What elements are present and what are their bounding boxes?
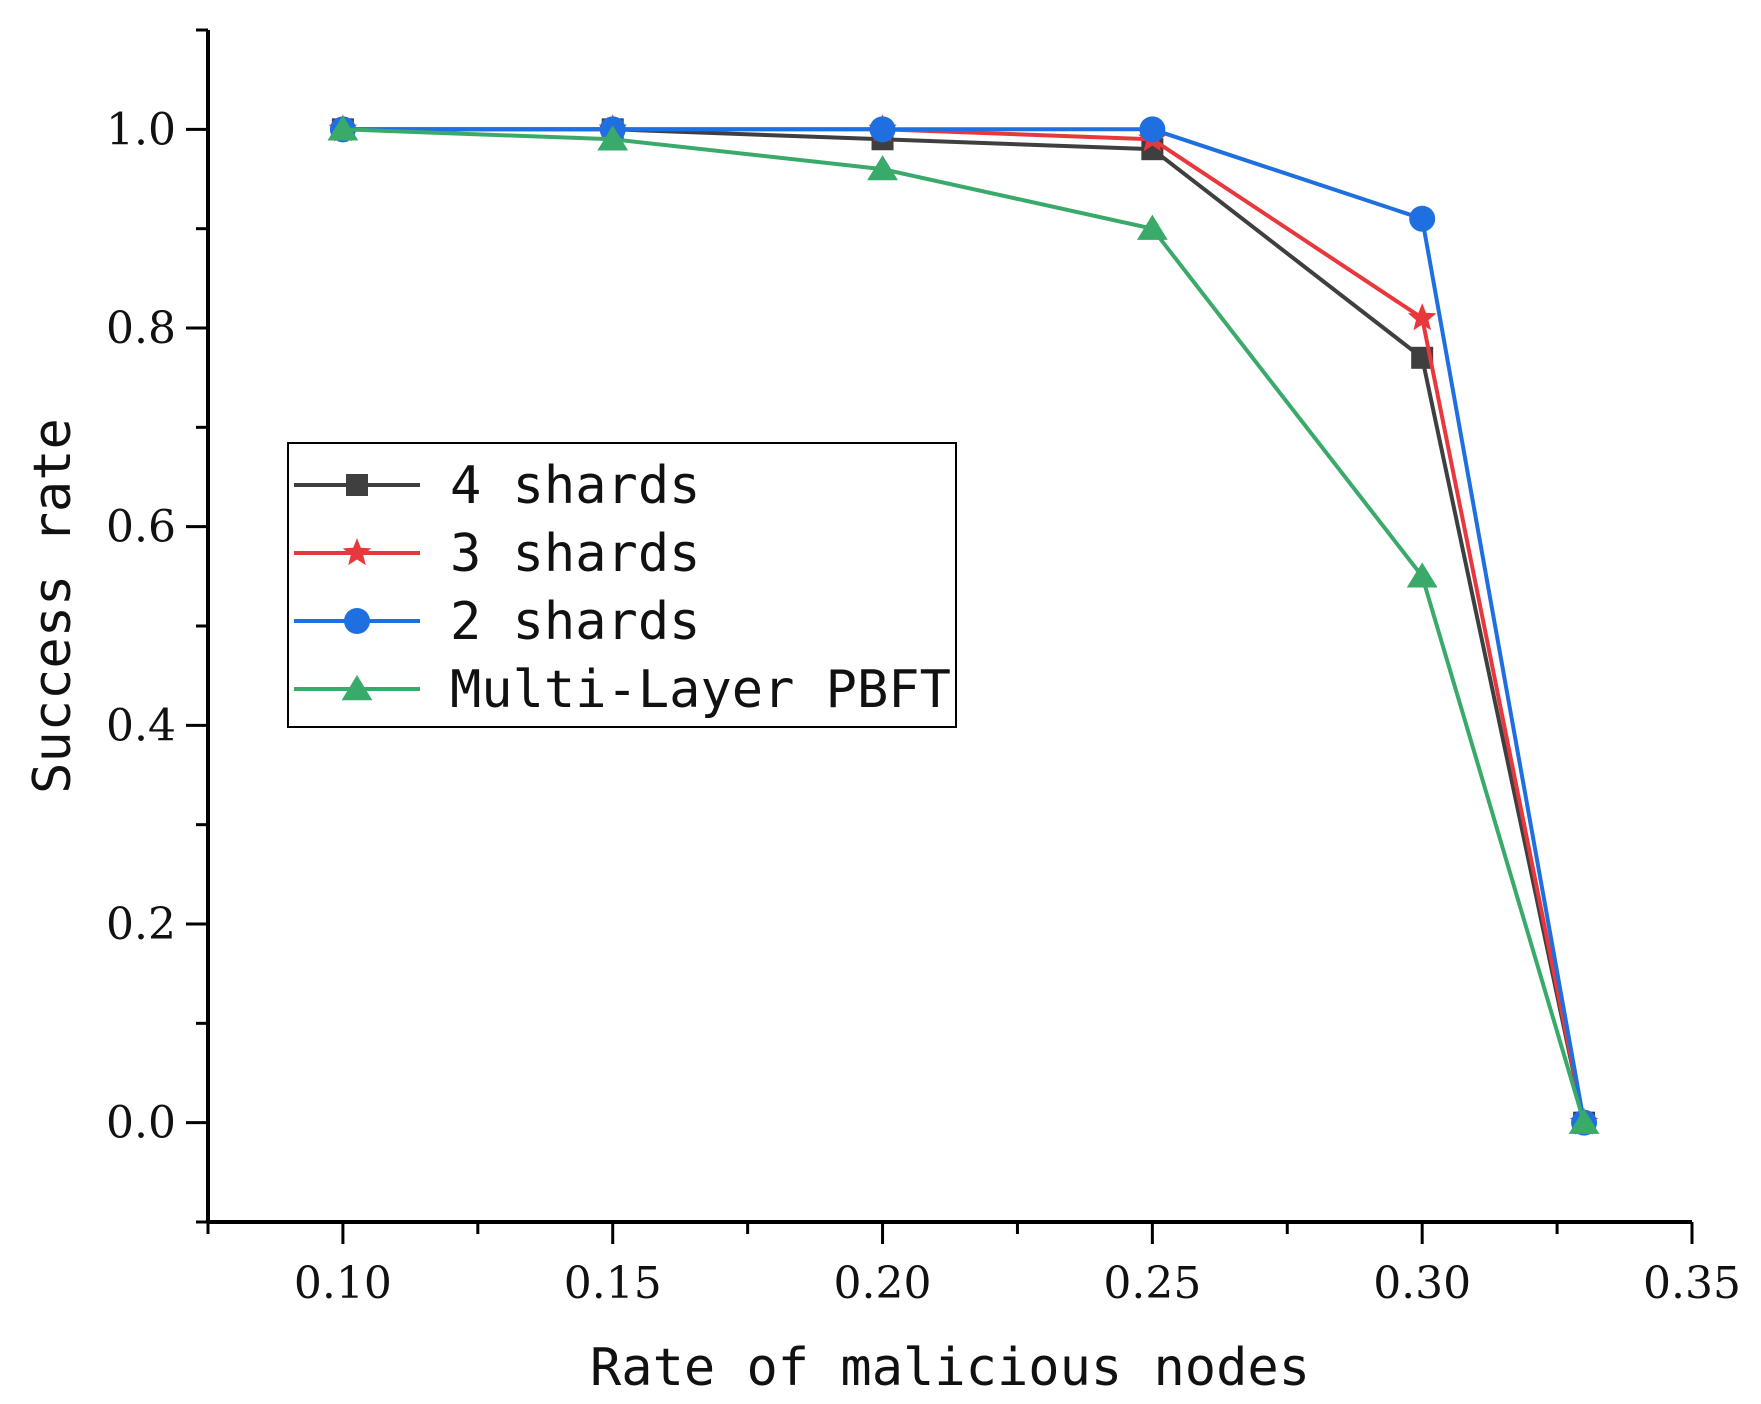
data-point: [597, 125, 629, 151]
legend-item: 3 shards: [294, 524, 700, 584]
y-axis-title: Success rate: [23, 418, 83, 794]
legend-box: [287, 442, 957, 728]
legend-label: 2 shards: [450, 592, 700, 652]
data-point: [327, 115, 359, 141]
legend-item: 2 shards: [294, 592, 700, 652]
y-tick-label: 0.8: [106, 303, 176, 354]
x-tick-label: 0.35: [1643, 1258, 1741, 1309]
data-point: [1139, 116, 1166, 143]
legend-label: 3 shards: [450, 524, 700, 584]
legend-marker: [346, 474, 368, 496]
data-point: [869, 116, 896, 143]
x-tick-label: 0.10: [294, 1258, 392, 1309]
data-point: [1136, 214, 1168, 240]
x-axis-ticks: 0.10 0.15 0.20 0.25 0.30 0.35: [206, 1222, 1741, 1309]
y-tick-label: 0.0: [106, 1098, 176, 1149]
legend-label: 4 shards: [450, 456, 700, 516]
data-point: [1568, 1108, 1600, 1134]
y-tick-label: 0.4: [106, 700, 176, 751]
legend-marker: [341, 675, 373, 701]
data-point: [1406, 562, 1438, 588]
y-tick-label: 1.0: [106, 104, 176, 155]
x-tick-label: 0.20: [834, 1258, 932, 1309]
legend-item: Multi-Layer PBFT: [294, 660, 951, 720]
y-axis-ticks: 0.0 0.2 0.4 0.6 0.8 1.0: [106, 28, 208, 1224]
data-point: [1407, 303, 1437, 331]
legend-marker: [344, 608, 370, 634]
legend-marker: [342, 538, 372, 566]
data-point: [867, 155, 898, 181]
legend: 4 shards 3 shards 2 shards Multi-Layer PBFT: [287, 442, 957, 728]
x-tick-label: 0.30: [1373, 1258, 1471, 1309]
series-line: [342, 127, 1587, 1124]
data-series: [327, 114, 1600, 1136]
legend-item: 4 shards: [294, 456, 700, 516]
x-tick-label: 0.25: [1103, 1258, 1201, 1309]
data-point: [1409, 205, 1436, 232]
series-line: [342, 127, 1587, 1124]
y-tick-label: 0.2: [106, 899, 176, 950]
x-axis-title: Rate of malicious nodes: [590, 1338, 1310, 1398]
x-tick-label: 0.15: [564, 1258, 662, 1309]
legend-label: Multi-Layer PBFT: [450, 660, 951, 720]
series-multi-layer-pbft: [327, 115, 1600, 1134]
y-tick-label: 0.6: [106, 502, 176, 553]
